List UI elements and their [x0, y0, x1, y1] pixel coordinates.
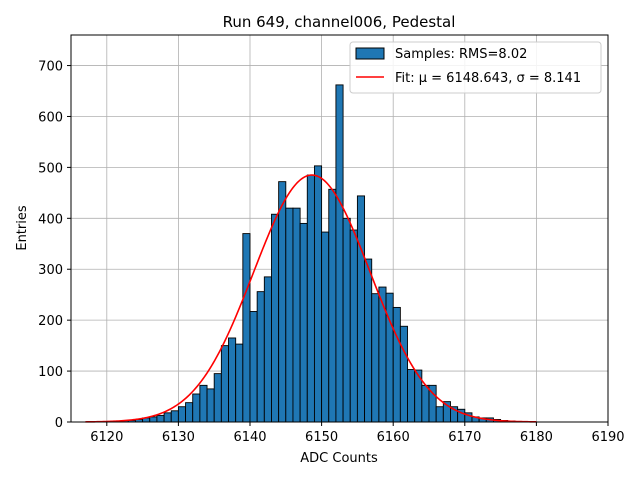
x-tick-label: 6180 [520, 430, 553, 445]
histogram-bar [213, 373, 222, 423]
histogram-bar [242, 233, 251, 423]
legend-fit-label: Fit: μ = 6148.643, σ = 8.141 [395, 71, 581, 86]
x-axis-label: ADC Counts [300, 451, 378, 466]
histogram-bar [349, 229, 358, 423]
histogram-bar [378, 286, 387, 423]
y-axis-label: Entries [15, 205, 30, 251]
x-tick-label: 6160 [377, 430, 410, 445]
x-tick-label: 6150 [305, 430, 338, 445]
histogram-bar [228, 337, 237, 423]
x-tick-label: 6140 [233, 430, 266, 445]
histogram-bar [328, 188, 337, 423]
histogram-bars [106, 84, 516, 423]
histogram-bar [407, 369, 416, 423]
histogram-bar [313, 165, 323, 423]
histogram-bar [199, 384, 208, 423]
legend: Samples: RMS=8.02 Fit: μ = 6148.643, σ =… [349, 41, 602, 94]
histogram-bar [177, 406, 187, 423]
legend-samples-swatch [355, 47, 385, 60]
y-tick-label: 400 [38, 212, 63, 227]
histogram-bar [170, 410, 179, 423]
histogram-bar [278, 181, 287, 423]
y-tick-label: 100 [38, 365, 63, 380]
y-tick-label: 600 [38, 110, 63, 125]
histogram-bar [163, 412, 172, 423]
histogram-bar [149, 416, 158, 423]
x-tick-label: 6120 [90, 430, 123, 445]
histogram-bar [399, 325, 408, 423]
histogram-bar [299, 222, 308, 423]
y-tick-label: 300 [38, 263, 63, 278]
plot-frame [70, 34, 609, 423]
histogram-bar [435, 406, 444, 423]
x-tick-label: 6170 [448, 430, 481, 445]
y-tick-label: 700 [38, 60, 63, 75]
y-tick-label: 500 [38, 161, 63, 176]
histogram-bar [156, 414, 165, 423]
x-axis-ticks: 6120 6130 6140 6150 6160 6170 6180 6190 [90, 422, 625, 445]
histogram-bar [249, 311, 258, 423]
histogram-bar [385, 292, 394, 423]
histogram-bar [371, 293, 380, 423]
histogram-bar [271, 213, 280, 423]
x-tick-label: 6190 [591, 430, 624, 445]
histogram-bar [342, 217, 351, 423]
histogram-bar [306, 174, 315, 423]
histogram-bar [335, 84, 344, 423]
chart-title: Run 649, channel006, Pedestal [223, 13, 456, 31]
histogram-bar [263, 276, 272, 423]
histogram-bar [421, 384, 430, 423]
fit-curve [85, 174, 537, 423]
histogram-bar [285, 207, 294, 423]
y-tick-label: 200 [38, 314, 63, 329]
legend-samples-label: Samples: RMS=8.02 [395, 47, 527, 62]
histogram-bar [364, 258, 373, 423]
histogram-bar [392, 306, 401, 423]
histogram-bar [185, 402, 194, 423]
y-tick-label: 0 [55, 416, 63, 431]
x-tick-label: 6130 [162, 430, 195, 445]
histogram-bar [256, 291, 265, 423]
legend-box [349, 41, 602, 94]
y-axis-ticks: 0 100 200 300 400 500 600 700 [38, 60, 71, 431]
histogram-bar [235, 343, 244, 423]
histogram-bar [192, 393, 201, 423]
histogram-bar [356, 195, 366, 423]
histogram-bar [321, 231, 330, 423]
histogram-bar [206, 388, 215, 423]
histogram-bar [292, 207, 301, 423]
histogram-bar [220, 345, 229, 423]
